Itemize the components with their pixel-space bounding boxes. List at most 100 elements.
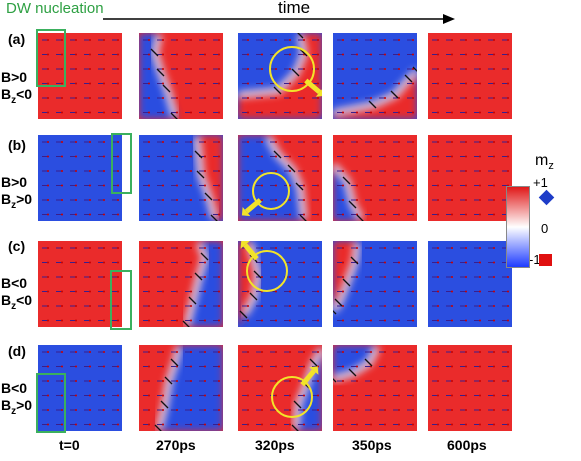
panel-a-270ps — [139, 33, 223, 119]
panel-a-320ps — [238, 33, 322, 119]
nucleation-box-b — [111, 133, 132, 194]
time-axis-label: time — [278, 0, 311, 17]
wall-spin-arrow — [412, 66, 417, 72]
magnetization-domain — [333, 345, 377, 379]
wall-spin-arrow — [287, 164, 296, 173]
magnetization-background — [38, 241, 122, 327]
wall-spin-arrow — [342, 278, 351, 287]
wall-spin-arrow — [309, 358, 318, 367]
wall-spin-arrow — [196, 170, 205, 179]
motion-arrow-shaft — [243, 243, 259, 261]
panel-b-320ps — [238, 135, 322, 221]
panel-c-270ps — [139, 241, 223, 327]
motion-arrow-icon — [240, 241, 250, 249]
colorbar-title: mz — [535, 152, 554, 173]
wall-spin-arrow — [295, 182, 304, 191]
magnetization-background — [428, 241, 512, 327]
colorbar-max-label: +1 — [533, 175, 548, 190]
wall-spin-arrow — [170, 358, 179, 367]
magnetization-domain — [333, 241, 357, 311]
nucleation-box-d — [36, 373, 66, 433]
time-label-2: 320ps — [255, 437, 295, 453]
wall-spin-arrow — [291, 68, 300, 77]
panel-d-350ps — [333, 345, 417, 431]
time-label-1: 270ps — [156, 437, 196, 453]
row-a-conditions: B>0 Bz<0 — [1, 69, 33, 106]
wall-spin-arrow — [170, 112, 178, 119]
wall-spin-arrow — [194, 272, 203, 281]
panel-c-t=0 — [38, 241, 122, 327]
wall-spin-arrow — [342, 176, 351, 185]
wall-spin-arrow — [273, 86, 282, 95]
colorbar — [506, 186, 530, 268]
magnetization-background — [428, 33, 512, 119]
colorbar-mid-label: 0 — [541, 221, 549, 236]
wall-spin-arrow — [194, 150, 203, 159]
magnetization-domain — [333, 71, 417, 119]
wall-spin-arrow — [350, 256, 359, 265]
panel-c-350ps — [333, 241, 417, 327]
wall-spin-arrow — [404, 74, 413, 83]
magnetization-background — [428, 345, 512, 431]
vortex-circle — [252, 172, 290, 210]
domain-wall — [333, 345, 381, 383]
time-arrow-icon — [103, 14, 455, 24]
magnetization-background — [38, 135, 122, 221]
panel-a-t=0 — [38, 33, 122, 119]
row-b-conditions: B>0 Bz>0 — [1, 174, 33, 211]
motion-arrow-icon — [309, 366, 319, 375]
wall-spin-arrow — [156, 68, 165, 77]
wall-spin-arrow — [253, 270, 262, 279]
wall-spin-arrow — [299, 48, 308, 57]
wall-spin-arrow — [210, 214, 218, 221]
motion-arrow-icon — [241, 206, 251, 217]
wall-spin-arrow — [333, 310, 337, 315]
vortex-circle — [246, 250, 288, 292]
time-label-3: 350ps — [352, 437, 392, 453]
wall-spin-arrow — [239, 310, 248, 319]
row-a-label: (a) — [8, 31, 26, 47]
panel-d-600ps — [428, 345, 512, 431]
panel-a-600ps — [428, 33, 512, 119]
motion-arrow-shaft — [300, 369, 316, 387]
wall-spin-arrow — [293, 400, 302, 409]
magnetization-background — [38, 33, 122, 119]
red-square-marker-icon — [539, 254, 552, 266]
panel-b-600ps — [428, 135, 512, 221]
row-c-label: (c) — [8, 238, 26, 254]
vortex-circle — [269, 46, 315, 92]
row-d-label: (d) — [8, 343, 26, 359]
wall-spin-arrow — [204, 192, 213, 201]
wall-spin-arrow — [249, 292, 258, 301]
wall-spin-arrow — [200, 252, 209, 261]
wall-spin-arrow — [273, 150, 282, 159]
panel-c-600ps — [428, 241, 512, 327]
row-b-label: (b) — [8, 137, 26, 153]
row-d-conditions: B<0 Bz>0 — [1, 380, 33, 417]
wall-spin-arrow — [291, 424, 299, 431]
wall-spin-arrow — [188, 296, 197, 305]
colorbar-min-label: -1 — [529, 252, 541, 267]
panel-c-320ps — [238, 241, 322, 327]
wall-spin-arrow — [164, 376, 173, 385]
time-label-4: 600ps — [447, 437, 487, 453]
magnetization-background — [428, 135, 512, 221]
nucleation-box-c — [110, 270, 132, 330]
panel-d-t=0 — [38, 345, 122, 431]
wall-spin-arrow — [334, 298, 343, 307]
wall-spin-arrow — [160, 400, 169, 409]
nucleation-box-a — [36, 29, 66, 87]
wall-spin-arrow — [150, 48, 159, 57]
motion-arrow-shaft — [304, 78, 322, 95]
motion-arrow-shaft — [244, 198, 262, 214]
wall-spin-arrow — [154, 424, 162, 431]
domain-wall — [333, 162, 365, 221]
wall-spin-arrow — [364, 358, 373, 367]
wall-spin-arrow — [182, 320, 190, 327]
panel-d-270ps — [139, 345, 223, 431]
blue-diamond-marker-icon — [538, 189, 555, 206]
wall-spin-arrow — [368, 100, 377, 109]
wall-spin-arrow — [356, 214, 364, 221]
panel-b-270ps — [139, 135, 223, 221]
panel-b-t=0 — [38, 135, 122, 221]
